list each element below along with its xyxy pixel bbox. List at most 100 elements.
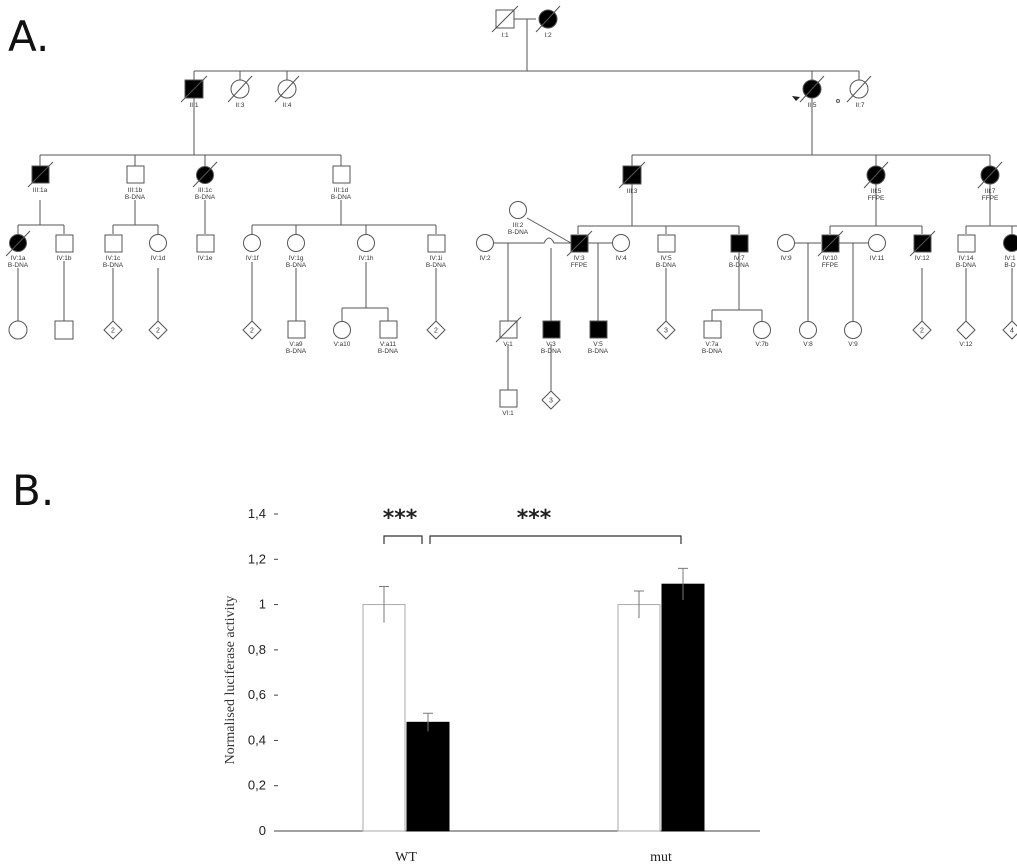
individual-label: IV:10 xyxy=(823,255,838,262)
individual-label: V:7b xyxy=(755,341,769,348)
sample-label: B-DNA xyxy=(103,262,124,269)
individual-label: III:1b xyxy=(128,187,143,194)
individual-IV4 xyxy=(612,234,630,252)
significance-brackets: *** *** xyxy=(383,506,682,544)
individual-label: IV:14 xyxy=(959,255,974,262)
sample-label: B-DNA xyxy=(702,348,723,355)
individual-label: IV:1i xyxy=(430,255,443,262)
sample-label: B-DNA xyxy=(956,262,977,269)
sample-label: B-DNA xyxy=(729,262,750,269)
sample-label: B-DNA xyxy=(8,262,29,269)
individual-VI1 xyxy=(499,389,518,408)
individual-label: IV:1f xyxy=(245,255,258,262)
individual-label: II:1 xyxy=(189,102,198,109)
individual-label: V:7a xyxy=(705,341,719,348)
individual-IV7 xyxy=(730,234,749,253)
sample-label: FFPE xyxy=(822,262,839,269)
y-axis-label: Normalised luciferase activity xyxy=(223,596,238,765)
individual-IV5 xyxy=(657,234,676,253)
pedigree-diagram: 2 2 2 2 3 3 2 4 I:1 I:2 II:1 II:3 II:4 I… xyxy=(5,5,1017,417)
individual-label: IV:1e xyxy=(198,255,213,262)
diamond-count: 2 xyxy=(920,328,924,335)
panel-b-letter: B. xyxy=(12,466,55,515)
bar xyxy=(362,604,406,832)
bar xyxy=(661,583,705,832)
individual-label: V:9 xyxy=(848,341,858,348)
y-tick-label: 0,6 xyxy=(248,687,266,702)
individual-label: IV:12 xyxy=(915,255,930,262)
y-tick-label: 1,4 xyxy=(248,506,266,521)
bars: WT mut xyxy=(362,567,705,865)
individual-label: V:3 xyxy=(546,341,556,348)
individual-label: IV:9 xyxy=(780,255,792,262)
individual-label: III:5 xyxy=(871,188,882,195)
individual-IV1b xyxy=(55,234,74,253)
category-label: mut xyxy=(650,850,672,865)
individual-IV1f xyxy=(243,234,261,252)
individual-Va9 xyxy=(287,320,306,339)
y-tick-label: 1 xyxy=(259,597,266,612)
diamond-count: 2 xyxy=(156,328,160,335)
significance-label: *** xyxy=(517,506,552,531)
individual-label: III:3 xyxy=(627,188,638,195)
sample-label: B-DNA xyxy=(426,262,447,269)
individual-V-unlabeled-1 xyxy=(8,320,28,340)
dot-marker xyxy=(836,99,840,103)
individual-label: IV:1g xyxy=(289,255,304,262)
significance-bracket xyxy=(383,535,423,544)
individual-IV1h xyxy=(357,234,375,252)
individual-label: IV:3 xyxy=(573,255,585,262)
sample-label: FFPE xyxy=(982,195,999,202)
individual-III1d xyxy=(332,165,351,184)
individual-label: IV:4 xyxy=(615,255,627,262)
individual-V8 xyxy=(799,321,817,339)
sample-label: FFPE xyxy=(868,195,885,202)
individual-label: I:2 xyxy=(544,32,552,39)
individual-label: II:7 xyxy=(855,102,864,109)
y-tick-label: 0,4 xyxy=(248,732,266,747)
diamond-d5 xyxy=(656,320,676,340)
individual-label: V:12 xyxy=(959,341,973,348)
individual-label: III:7 xyxy=(985,188,996,195)
panel-a-letter: A. xyxy=(8,12,50,61)
individual-label: V:8 xyxy=(803,341,813,348)
y-tick-label: 0,8 xyxy=(248,642,266,657)
sample-label: B-DNA xyxy=(286,262,307,269)
individual-IV1x xyxy=(1003,234,1017,252)
diamond-d7 xyxy=(912,320,932,340)
individual-V7a xyxy=(703,320,722,339)
sample-label: B-DNA xyxy=(125,194,146,201)
individual-label: II:3 xyxy=(235,102,244,109)
individual-label: V:a9 xyxy=(289,341,303,348)
individual-label: V:a10 xyxy=(334,341,351,348)
individual-III2 xyxy=(509,201,527,219)
luciferase-bar-chart: 0 0,2 0,4 0,6 0,8 1 1,2 1,4 WT mut *** *** Norma… xyxy=(223,506,760,865)
individual-label: III:1d xyxy=(334,187,349,194)
sample-label: B-DNA xyxy=(195,194,216,201)
diamond-count: 2 xyxy=(111,328,115,335)
diamond-d4 xyxy=(426,320,446,340)
individual-IV11 xyxy=(868,234,886,252)
sample-label: B-DNA xyxy=(656,262,677,269)
diamond-d8 xyxy=(1002,320,1017,340)
diamond-d1 xyxy=(103,320,123,340)
individual-V12 xyxy=(956,320,976,340)
diamond-count: 3 xyxy=(549,398,553,405)
sample-label: B-DNA xyxy=(508,229,529,236)
y-tick-label: 0 xyxy=(259,823,266,838)
individual-label: IV:7 xyxy=(733,255,745,262)
individual-Va11 xyxy=(379,320,398,339)
diamond-count: 4 xyxy=(1010,328,1014,335)
individual-label: IV:2 xyxy=(479,255,491,262)
individual-IV14 xyxy=(957,234,976,253)
y-tick-label: 0,2 xyxy=(248,778,266,793)
individual-label: IV:1b xyxy=(57,255,72,262)
y-axis: 0 0,2 0,4 0,6 0,8 1 1,2 1,4 xyxy=(248,506,760,838)
bar xyxy=(406,721,450,832)
individual-label: I:1 xyxy=(501,32,509,39)
sample-label: B-DNA xyxy=(331,194,352,201)
individual-label: IV:1d xyxy=(151,255,166,262)
diamond-d3 xyxy=(242,320,262,340)
individual-IV1e xyxy=(196,234,215,253)
diamond-d2 xyxy=(148,320,168,340)
